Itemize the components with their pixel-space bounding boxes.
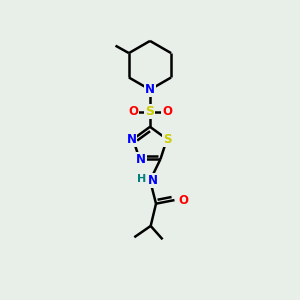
Text: O: O xyxy=(128,106,138,118)
Text: O: O xyxy=(162,106,172,118)
Text: H: H xyxy=(137,174,146,184)
Text: O: O xyxy=(178,194,188,207)
Text: S: S xyxy=(163,133,171,146)
Text: N: N xyxy=(145,83,155,96)
Text: N: N xyxy=(127,133,136,146)
Text: N: N xyxy=(136,153,146,166)
Text: N: N xyxy=(148,174,158,187)
Text: S: S xyxy=(146,106,154,118)
